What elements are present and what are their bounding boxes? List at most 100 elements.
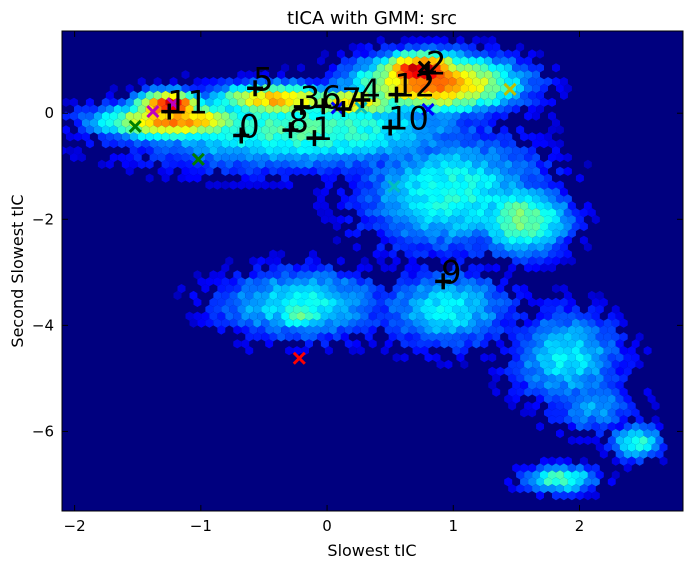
- hexbin-cell: [368, 118, 377, 128]
- hexbin-cell: [560, 187, 568, 197]
- hexbin-cell: [544, 339, 552, 349]
- hexbin-cell: [432, 242, 441, 252]
- hexbin-cell: [464, 49, 473, 59]
- hexbin-cell: [444, 221, 453, 232]
- hexbin-cell: [532, 373, 540, 383]
- hexbin-cell: [317, 332, 325, 342]
- hexbin-cell: [408, 77, 417, 87]
- hexbin-cell: [516, 166, 525, 176]
- hexbin-cell: [285, 346, 294, 356]
- hexbin-cell: [400, 104, 409, 114]
- hexbin-cell: [257, 77, 266, 87]
- hexbin-cell: [229, 139, 238, 149]
- hexbin-cell: [520, 146, 529, 156]
- hexbin-cell: [472, 35, 481, 45]
- hexbin-cell: [528, 228, 537, 238]
- y-axis-label: Second Slowest tIC: [8, 194, 27, 347]
- hexbin-cell: [376, 297, 385, 307]
- hexbin-cell: [528, 187, 537, 197]
- hexbin-cell: [432, 146, 441, 156]
- hexbin-cell: [157, 83, 166, 94]
- hexbin-cell: [221, 139, 230, 149]
- hexbin-cell: [536, 90, 544, 100]
- hexbin-cell: [448, 325, 457, 335]
- hexbin-cell: [320, 132, 329, 142]
- hexbin-cell: [372, 83, 381, 94]
- hexbin-cell: [388, 304, 397, 314]
- hexbin-cell: [468, 277, 477, 287]
- hexbin-cell: [544, 187, 552, 197]
- hexbin-cell: [241, 311, 250, 321]
- hexbin-cell: [416, 173, 425, 183]
- hexbin-cell: [448, 90, 457, 100]
- hexbin-cell: [257, 284, 266, 294]
- hexbin-cell: [201, 311, 210, 321]
- hexbin-cell: [591, 435, 600, 445]
- hexbin-cell: [480, 159, 489, 169]
- hexbin-cell: [464, 339, 473, 349]
- hexbin-cell: [563, 208, 572, 218]
- hexbin-cell: [313, 297, 321, 307]
- hexbin-cell: [448, 49, 457, 59]
- hexbin-cell: [544, 215, 552, 225]
- hexbin-cell: [400, 325, 409, 335]
- hexbin-cell: [81, 104, 90, 114]
- hexbin-cell: [352, 77, 361, 87]
- hexbin-cell: [293, 332, 301, 342]
- hexbin-cell: [356, 304, 365, 314]
- hexbin-cell: [396, 97, 405, 107]
- hexbin-cell: [352, 242, 361, 252]
- hexbin-cell: [74, 146, 82, 156]
- hexbin-cell: [137, 159, 146, 169]
- hexbin-cell: [189, 166, 198, 176]
- hexbin-cell: [480, 118, 489, 128]
- hexbin-cell: [285, 277, 294, 287]
- hexbin-cell: [408, 215, 417, 225]
- hexbin-cell: [611, 415, 620, 425]
- hexbin-cell: [659, 442, 668, 452]
- hexbin-cell: [189, 111, 198, 121]
- hexbin-cell: [480, 187, 489, 197]
- hexbin-cell: [444, 318, 453, 328]
- hexbin-cell: [416, 284, 425, 294]
- hexbin-cell: [408, 63, 417, 73]
- hexbin-cell: [480, 146, 489, 156]
- hexbin-cell: [117, 152, 126, 163]
- hexbin-cell: [552, 311, 560, 321]
- hexbin-cell: [492, 42, 501, 52]
- hexbin-cell: [563, 318, 572, 328]
- hexbin-cell: [85, 111, 94, 121]
- hexbin-cell: [193, 132, 202, 142]
- hexbin-cell: [563, 346, 572, 356]
- hexbin-cell: [237, 83, 246, 94]
- hexbin-cell: [293, 318, 301, 328]
- hexbin-cell: [412, 97, 421, 107]
- hexbin-cell: [149, 152, 158, 163]
- hexbin-cell: [368, 104, 377, 114]
- hexbin-cell: [464, 215, 473, 225]
- hexbin-cell: [563, 152, 572, 163]
- hexbin-cell: [468, 70, 477, 80]
- hexbin-cell: [332, 139, 341, 149]
- hexbin-cell: [599, 339, 608, 349]
- hexbin-cell: [556, 139, 564, 149]
- hexbin-cell: [575, 380, 584, 390]
- cluster-center-label: 0: [239, 107, 259, 145]
- hexbin-cell: [340, 125, 349, 135]
- hexbin-cell: [169, 146, 178, 156]
- hexbin-cell: [548, 318, 556, 328]
- hexbin-cell: [297, 159, 305, 169]
- hexbin-cell: [213, 318, 222, 328]
- hexbin-cell: [520, 187, 529, 197]
- hexbin-cell: [583, 325, 592, 335]
- hexbin-cell: [145, 132, 154, 142]
- hexbin-cell: [412, 208, 421, 218]
- hexbin-cell: [484, 304, 493, 314]
- hexbin-cell: [532, 387, 540, 397]
- hexbin-cell: [412, 221, 421, 232]
- hexbin-cell: [400, 187, 409, 197]
- hexbin-cell: [500, 70, 509, 80]
- hexbin-cell: [416, 339, 425, 349]
- hexbin-cell: [456, 297, 465, 307]
- hexbin-cell: [575, 422, 584, 432]
